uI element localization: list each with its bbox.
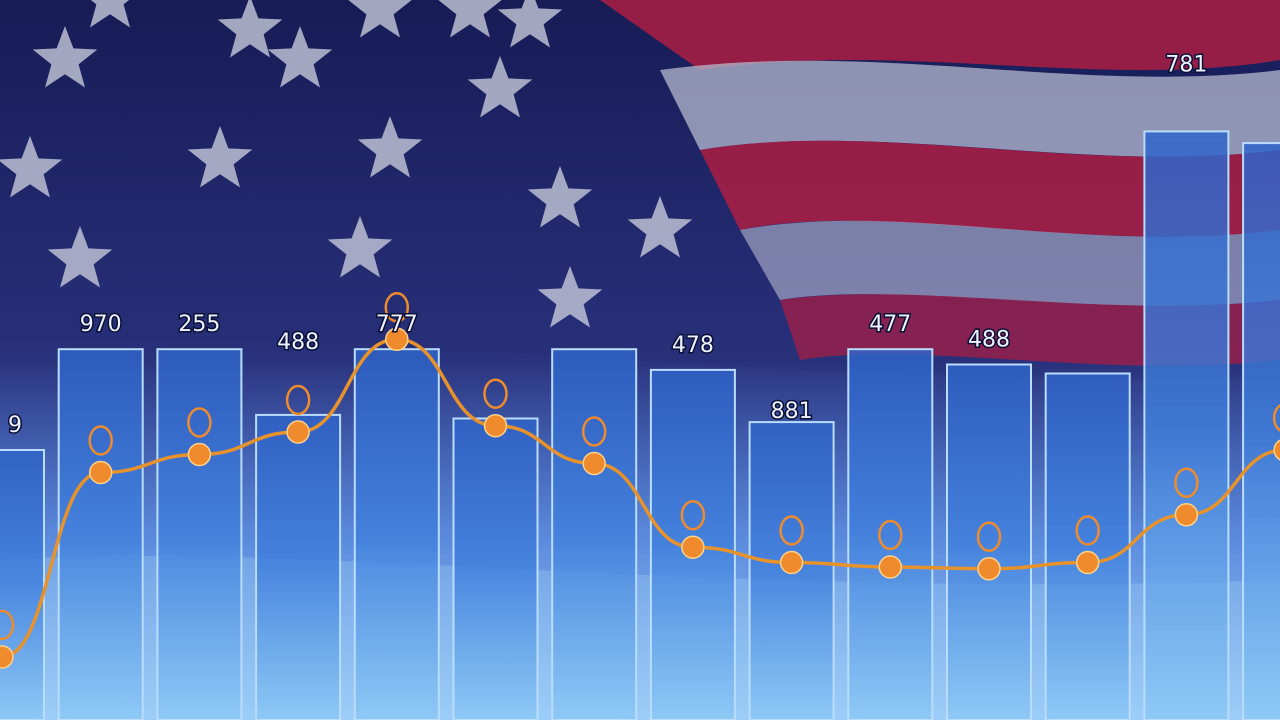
data-label: 777 (376, 312, 418, 337)
bar-14 (1242, 142, 1280, 720)
line-marker-ring (187, 407, 212, 438)
line-point-4 (286, 420, 310, 444)
bar-11 (946, 363, 1032, 720)
line-marker-ring (88, 425, 113, 456)
flag-star (497, 0, 563, 48)
flag-star (357, 116, 423, 178)
line-marker-ring (1272, 404, 1280, 432)
line-point-10 (878, 555, 903, 579)
flag-star (187, 126, 253, 188)
flag-star (627, 196, 693, 258)
line-marker-ring (0, 609, 15, 641)
trend-line-layer (0, 292, 1280, 669)
bars-layer (0, 130, 1280, 720)
line-point-5 (385, 327, 409, 352)
line-point-8 (681, 535, 705, 559)
data-label: 478 (672, 333, 714, 358)
line-marker-ring (976, 521, 1002, 553)
line-marker-ring (285, 384, 311, 416)
flag-star (32, 26, 98, 88)
line-point-13 (1174, 503, 1199, 527)
flag-star (47, 226, 113, 288)
line-marker-ring (779, 515, 804, 546)
data-label: 488 (277, 330, 319, 355)
bar-4 (255, 413, 342, 720)
line-marker-ring (384, 292, 410, 323)
data-labels-layer: 9 970 255 488 777 478 881 477 488 781 (7, 51, 1209, 440)
data-label: 881 (771, 399, 813, 424)
line-point-7 (582, 451, 606, 476)
bar-7 (551, 348, 638, 720)
flag-star (438, 0, 502, 38)
line-point-1 (0, 645, 14, 669)
bar-1 (0, 449, 45, 720)
line-point-11 (977, 557, 1001, 581)
data-label: 255 (178, 312, 220, 337)
line-marker-ring (680, 499, 706, 531)
bar-2 (57, 348, 144, 720)
data-label: 970 (80, 312, 122, 337)
flag-star (217, 0, 283, 58)
flag-star (348, 0, 412, 38)
flag-star (327, 216, 393, 278)
data-label: 488 (968, 328, 1010, 353)
bar-5 (353, 348, 440, 720)
bar-13 (1143, 130, 1230, 720)
data-label: 9 (8, 413, 22, 438)
line-point-6 (483, 413, 508, 438)
bar-3 (156, 348, 243, 720)
flag-stars (0, 0, 693, 328)
line-point-14 (1273, 439, 1280, 461)
flag-star (527, 166, 593, 228)
flag-star (467, 56, 533, 118)
flag-star (90, 0, 130, 28)
line-marker-ring (483, 378, 508, 409)
line-marker-ring (581, 416, 607, 447)
bar-6 (452, 417, 539, 720)
bar-10 (847, 348, 934, 720)
line-point-9 (779, 550, 804, 575)
line-marker-ring (878, 519, 903, 551)
data-label: 781 (1165, 52, 1207, 77)
flag-star (267, 26, 333, 88)
line-point-2 (88, 460, 113, 485)
flag-star (537, 266, 603, 328)
line-marker-ring (1174, 467, 1199, 499)
flag-star (0, 136, 63, 198)
line-point-3 (187, 442, 212, 467)
line-point-12 (1075, 550, 1100, 575)
data-label: 477 (869, 312, 911, 337)
bar-12 (1044, 372, 1131, 720)
line-marker-ring (1075, 515, 1100, 546)
